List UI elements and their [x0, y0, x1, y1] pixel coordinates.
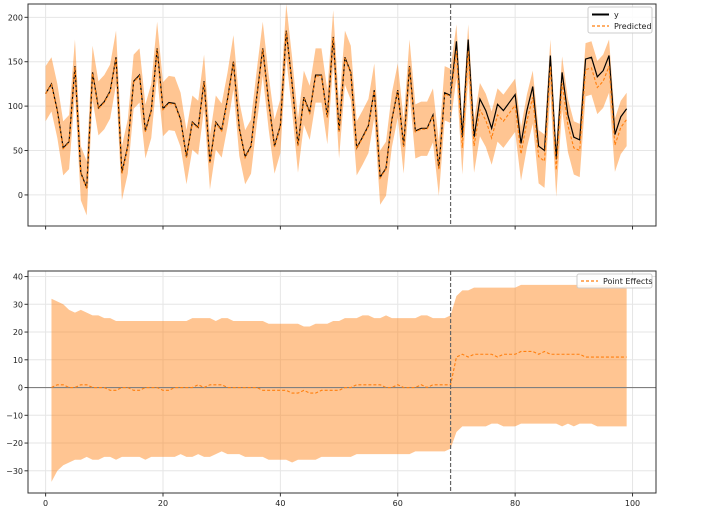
top-ytick-label-0: 0 — [18, 191, 23, 200]
bot-ytick-label-3: 0 — [18, 384, 23, 393]
bot-ytick-label-7: 40 — [13, 273, 23, 282]
bottom-effect-band — [51, 284, 627, 482]
top-predicted-line — [45, 31, 628, 189]
top-prediction-band — [45, 4, 627, 216]
top-actual-line — [45, 30, 628, 189]
top-ytick-label-3: 150 — [8, 58, 23, 67]
bot-xtick-label-5: 100 — [625, 499, 640, 508]
legend-label-predicted: Predicted — [614, 22, 652, 31]
bottom-legend: Point Effects — [576, 273, 653, 289]
top-plot-background — [28, 4, 656, 226]
bot-xtick-label-1: 20 — [158, 499, 168, 508]
bottom-plot-frame — [27, 270, 657, 494]
top-legend: y Predicted — [587, 6, 653, 34]
top-plot-frame — [27, 3, 657, 227]
bot-xtick-label-0: 0 — [43, 499, 48, 508]
bot-ytick-label-2: −10 — [6, 411, 23, 420]
bot-xtick-label-2: 40 — [275, 499, 285, 508]
bottom-axis-ticks: 0 20 40 60 80 100 −30 −20 −10 0 10 20 30 40 — [6, 273, 640, 508]
bottom-legend-box — [576, 273, 653, 289]
bottom-panel: 0 20 40 60 80 100 −30 −20 −10 0 10 20 30 40 Point Eff… — [6, 270, 657, 508]
legend-label-y: y — [614, 11, 619, 20]
bot-ytick-label-1: −20 — [6, 439, 23, 448]
bot-xtick-label-4: 80 — [510, 499, 520, 508]
bot-ytick-label-4: 10 — [13, 356, 23, 365]
top-axis-ticks: 0 50 100 150 200 — [8, 13, 634, 230]
bot-ytick-label-0: −30 — [6, 467, 23, 476]
bot-ytick-label-5: 20 — [13, 328, 23, 337]
bot-xtick-label-3: 60 — [393, 499, 403, 508]
legend-label-point-effects: Point Effects — [603, 277, 653, 286]
top-grid — [28, 4, 656, 226]
top-ytick-label-2: 100 — [8, 102, 23, 111]
bot-ytick-label-6: 30 — [13, 300, 23, 309]
top-ytick-label-4: 200 — [8, 13, 23, 22]
top-panel: 0 50 100 150 200 y Predicted — [8, 3, 657, 230]
top-ytick-label-1: 50 — [13, 147, 23, 156]
bottom-plot-background — [28, 271, 656, 493]
point-effects-line — [51, 350, 627, 394]
